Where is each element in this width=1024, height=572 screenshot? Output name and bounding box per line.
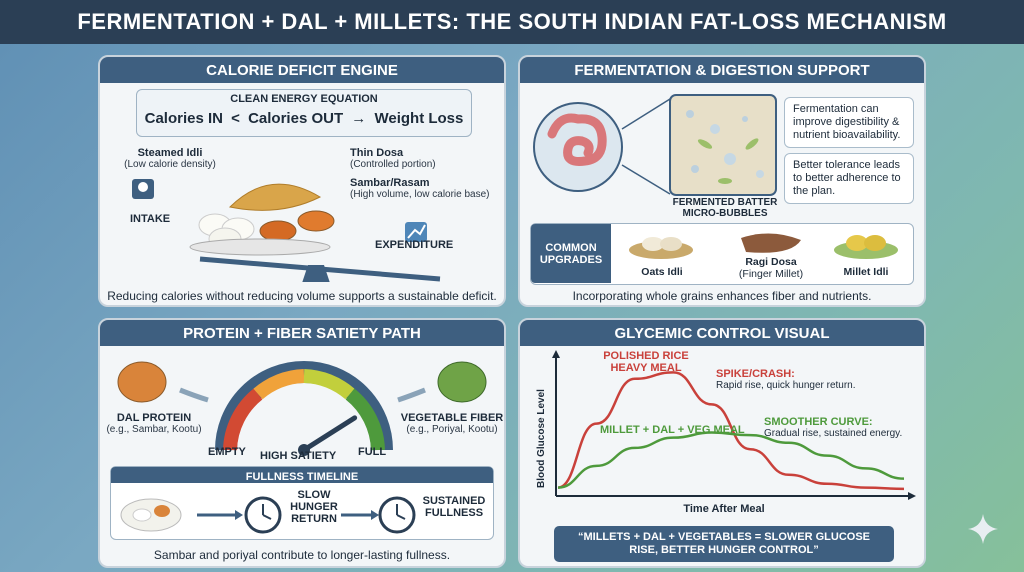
sambar-bowl <box>259 220 297 242</box>
ferment-panel: FERMENTATION & DIGESTION SUPPORT FERMENT… <box>518 55 926 307</box>
dosa-sub: (Controlled portion) <box>350 159 436 170</box>
calorie-heading: CALORIE DEFICIT ENGINE <box>100 57 504 83</box>
equation-title: CLEAN ENERGY EQUATION <box>230 93 378 105</box>
spike-group: SPIKE/CRASH: Rapid rise, quick hunger re… <box>716 368 916 391</box>
upgrade-item-2-sub: (Finger Millet) <box>738 268 804 280</box>
equation-row: Calories IN < Calories OUT → Weight Loss <box>137 110 471 127</box>
ferment-heading: FERMENTATION & DIGESTION SUPPORT <box>520 57 924 83</box>
gauge-needle <box>301 415 358 453</box>
upgrade-item-1: Oats Idli <box>641 266 683 278</box>
gauge-empty: EMPTY <box>208 446 246 458</box>
idli-label: Steamed Idli <box>137 147 203 159</box>
eq-lt: < <box>231 110 240 127</box>
smooth-group: SMOOTHER CURVE: Gradual rise, sustained … <box>764 416 924 439</box>
intestine-shape <box>547 113 607 166</box>
idli-label-group: Steamed Idli (Low calorie density) <box>110 147 230 170</box>
spike-sub: Rapid rise, quick hunger return. <box>716 380 856 391</box>
glycemic-heading: GLYCEMIC CONTROL VISUAL <box>520 320 924 346</box>
quote-text: “MILLETS + DAL + VEGETABLES = SLOWER GLU… <box>577 531 871 556</box>
spike-title: SPIKE/CRASH: <box>716 368 795 380</box>
satiety-panel: PROTEIN + FIBER SATIETY PATH DAL PROTEIN… <box>98 318 506 568</box>
calorie-caption: Reducing calories without reducing volum… <box>107 289 497 303</box>
expenditure-chart-icon <box>405 222 427 242</box>
upgrade-item-2-label: Ragi Dosa <box>745 256 797 268</box>
balance-scale-illustration <box>132 179 441 282</box>
arrow-left <box>179 387 209 403</box>
sparkle-icon <box>968 514 998 544</box>
upgrades-box: COMMON UPGRADES Oats Idli Ragi Dosa (Fin… <box>530 223 914 285</box>
timeline-title: FULLNESS TIMELINE <box>245 471 359 483</box>
dosa-shape <box>228 183 322 211</box>
ragi-dosa-shape <box>741 233 801 253</box>
eq-arrow: → <box>351 110 367 127</box>
dal-label: DAL PROTEIN <box>116 412 192 424</box>
eq-result: Weight Loss <box>374 110 464 127</box>
smooth-title: SMOOTHER CURVE: <box>764 416 873 428</box>
upgrade-item-3: Millet Idli <box>843 266 889 278</box>
dal-bowl <box>117 361 167 403</box>
expenditure-label: EXPENDITURE <box>375 239 454 251</box>
satiety-gauge <box>215 361 393 456</box>
y-axis-label: Blood Glucose Level <box>536 389 547 488</box>
batter-label: FERMENTED BATTER MICRO-BUBBLES <box>672 197 778 219</box>
timeline-box: FULLNESS TIMELINE SLOW HUNGER RETURN SUS… <box>110 466 494 540</box>
upgrades-label-box: COMMON UPGRADES <box>531 224 611 283</box>
eq-out: Calories OUT <box>248 110 344 127</box>
gut-batter-illustration <box>533 94 777 196</box>
dosa-label: Thin Dosa <box>350 147 404 159</box>
ferment-note-1: Fermentation can improve digestibility &… <box>784 97 914 148</box>
satiety-illustration <box>117 361 487 456</box>
page-title: FERMENTATION + DAL + MILLETS: THE SOUTH … <box>77 9 947 34</box>
slow-hunger-label: SLOW HUNGER RETURN <box>290 489 338 525</box>
plate <box>189 238 331 256</box>
sambar-label-group: Sambar/Rasam (High volume, low calorie b… <box>350 177 504 200</box>
arrow-right <box>397 387 426 403</box>
glycemic-panel: GLYCEMIC CONTROL VISUAL Blood Glucose Le… <box>518 318 926 568</box>
weight-scale-icon <box>132 179 154 199</box>
timeline-graphics <box>120 496 416 534</box>
satiety-caption: Sambar and poriyal contribute to longer-… <box>153 548 451 562</box>
veg-sub: (e.g., Poriyal, Kootu) <box>406 424 498 435</box>
rasam-bowl <box>297 210 335 232</box>
upgrade-item-2: Ragi Dosa (Finger Millet) <box>731 256 811 280</box>
title-bar: FERMENTATION + DAL + MILLETS: THE SOUTH … <box>0 0 1024 44</box>
eq-in: Calories IN <box>144 110 223 127</box>
sambar-sub: (High volume, low calorie base) <box>350 189 490 200</box>
gauge-high: HIGH SATIETY <box>260 450 337 462</box>
timeline-header: FULLNESS TIMELINE <box>111 467 493 483</box>
x-axis-label: Time After Meal <box>683 503 764 515</box>
sustained-label: SUSTAINED FULLNESS <box>422 495 486 519</box>
satiety-heading: PROTEIN + FIBER SATIETY PATH <box>100 320 504 346</box>
equation-box: CLEAN ENERGY EQUATION Calories IN < Calo… <box>136 89 472 137</box>
gauge-full: FULL <box>358 446 387 458</box>
intake-label: INTAKE <box>130 213 171 225</box>
dosa-label-group: Thin Dosa (Controlled portion) <box>350 147 500 170</box>
dal-sub: (e.g., Sambar, Kootu) <box>106 424 202 435</box>
smooth-sub: Gradual rise, sustained energy. <box>764 428 903 439</box>
sambar-label: Sambar/Rasam <box>350 177 430 189</box>
upgrades-label: COMMON UPGRADES <box>539 241 603 266</box>
glycemic-chart: Blood Glucose Level Time After Meal <box>536 350 916 515</box>
veg-label: VEGETABLE FIBER <box>400 412 504 424</box>
veg-label-group: VEGETABLE FIBER (e.g., Poriyal, Kootu) <box>400 412 504 435</box>
glycemic-quote: “MILLETS + DAL + VEGETABLES = SLOWER GLU… <box>554 526 894 562</box>
calorie-panel: CALORIE DEFICIT ENGINE CLEAN ENERGY EQUA… <box>98 55 506 307</box>
upgrade-foods <box>629 233 898 259</box>
series-millet-line <box>557 431 905 489</box>
rice-label: POLISHED RICE HEAVY MEAL <box>603 350 689 374</box>
idli-sub: (Low calorie density) <box>124 159 216 170</box>
series-rice-line <box>557 371 905 491</box>
millet-label: MILLET + DAL + VEG MEAL <box>600 424 745 436</box>
clock-icon-1 <box>244 496 282 534</box>
scale-base <box>302 265 330 282</box>
veg-bowl <box>437 361 487 403</box>
ferment-note-2: Better tolerance leads to better adheren… <box>784 153 914 204</box>
ferment-caption: Incorporating whole grains enhances fibe… <box>572 289 872 303</box>
clock-icon-2 <box>378 496 416 534</box>
dal-label-group: DAL PROTEIN (e.g., Sambar, Kootu) <box>104 412 204 435</box>
